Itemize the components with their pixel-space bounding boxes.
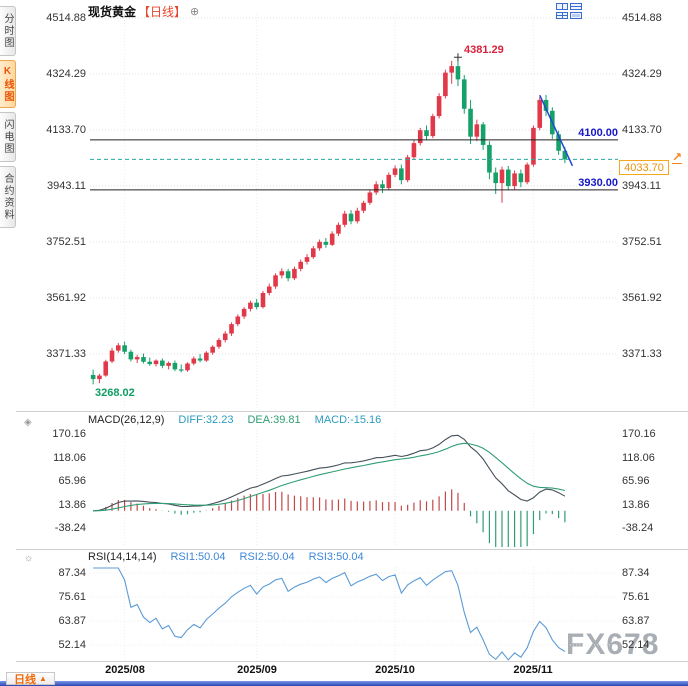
macd-y-tick-right: 170.16	[622, 428, 656, 440]
rsi-header: RSI(14,14,14) RSI1:50.04 RSI2:50.04 RSI3…	[88, 551, 364, 563]
layout-grid-icon[interactable]	[556, 12, 568, 19]
macd-header: MACD(26,12,9) DIFF:32.23 DEA:39.81 MACD:…	[88, 414, 381, 426]
x-axis-label: 2025/10	[375, 664, 415, 676]
rsi-settings-icon[interactable]: ☼	[24, 553, 34, 564]
main-y-tick-left: 3752.51	[46, 236, 86, 248]
macd-y-tick-right: 13.86	[622, 498, 650, 511]
rsi-y-tick-right: 87.34	[622, 567, 650, 579]
period-tag: 【日线】	[138, 5, 187, 19]
grid-layer	[16, 14, 688, 662]
rsi-y-tick-right: 52.14	[622, 639, 650, 651]
instrument-name: 现货黄金	[88, 5, 137, 19]
main-y-tick-left: 4133.70	[46, 124, 86, 136]
main-y-tick-right: 4324.29	[622, 68, 662, 80]
macd-y-tick-right: -38.24	[622, 522, 654, 534]
sidebar-tab-time-chart[interactable]: 分时图	[0, 6, 16, 56]
macd-y-tick-right: 65.96	[622, 475, 650, 487]
macd-y-tick-left: 170.16	[52, 428, 86, 440]
macd-layer	[93, 434, 566, 547]
price-level-label: 4100.00	[578, 127, 618, 139]
sidebar-tab-contract-info[interactable]: 合约资料	[0, 166, 16, 228]
main-y-tick-left: 3561.92	[46, 292, 86, 304]
x-axis-label: 2025/09	[237, 664, 277, 676]
macd-y-tick-left: 118.06	[53, 451, 86, 464]
macd-y-tick-left: 65.96	[58, 475, 86, 487]
macd-settings-icon[interactable]: ◈	[24, 417, 32, 428]
sidebar-tab-kline-chart[interactable]: K线图	[0, 60, 16, 108]
rsi-y-tick-right: 63.87	[622, 615, 650, 627]
main-y-tick-left: 3943.11	[47, 180, 86, 192]
main-y-tick-right: 3371.33	[622, 348, 662, 360]
low-price-label: 3268.02	[95, 387, 135, 399]
peak-price-label: 4381.29	[464, 44, 504, 56]
rsi2-value: RSI2:50.04	[239, 551, 295, 563]
rsi-params-label[interactable]: RSI(14,14,14)	[88, 551, 157, 563]
price-level-label: 3930.00	[578, 177, 618, 189]
macd-value: MACD:-15.16	[314, 414, 382, 426]
period-selector[interactable]: 日线 ▲	[6, 672, 55, 686]
main-y-tick-right: 3943.11	[622, 180, 661, 192]
sidebar-tab-lightning-chart[interactable]: 闪电图	[0, 112, 16, 162]
macd-y-tick-left: 13.86	[58, 498, 86, 511]
jump-to-latest-icon[interactable]: ↗	[672, 150, 683, 164]
candles-layer	[90, 57, 568, 385]
main-y-tick-right: 3752.51	[622, 236, 662, 248]
rsi-y-tick-left: 75.61	[58, 591, 86, 603]
layout-icon-group	[556, 3, 584, 19]
chart-title-row: 现货黄金 【日线】 ⊕	[88, 3, 199, 20]
main-y-tick-right: 4514.88	[622, 12, 662, 24]
main-y-tick-left: 4324.29	[46, 68, 86, 80]
x-axis-label: 2025/08	[105, 664, 145, 676]
layout-split-vertical-icon[interactable]	[556, 3, 568, 10]
rsi-layer	[93, 567, 566, 661]
main-y-tick-right: 4133.70	[622, 124, 662, 136]
current-price-tag: 4033.70	[619, 160, 669, 175]
macd-dea-value: DEA:39.81	[247, 414, 301, 426]
macd-diff-value: DIFF:32.23	[178, 414, 234, 426]
rsi-y-tick-left: 63.87	[58, 615, 86, 627]
rsi1-value: RSI1:50.04	[170, 551, 226, 563]
overlay-layer	[90, 53, 618, 191]
rsi-y-tick-right: 75.61	[622, 591, 650, 603]
add-indicator-icon[interactable]: ⊕	[190, 6, 200, 18]
layout-single-icon[interactable]	[570, 12, 582, 19]
period-label: 日线	[14, 673, 36, 686]
rsi-y-tick-left: 87.34	[58, 567, 86, 579]
bottom-bar	[0, 681, 688, 686]
dropdown-up-arrow-icon: ▲	[39, 673, 47, 683]
x-axis-label: 2025/11	[513, 664, 553, 676]
macd-params-label[interactable]: MACD(26,12,9)	[88, 414, 165, 426]
main-y-tick-left: 3371.33	[46, 348, 86, 360]
rsi3-value: RSI3:50.04	[308, 551, 364, 563]
main-y-tick-right: 3561.92	[622, 292, 662, 304]
macd-y-tick-left: -38.24	[54, 522, 86, 534]
layout-split-horizontal-icon[interactable]	[570, 3, 582, 10]
macd-y-tick-right: 118.06	[622, 451, 655, 464]
rsi-y-tick-left: 52.14	[58, 639, 86, 651]
main-y-tick-left: 4514.88	[46, 12, 86, 24]
